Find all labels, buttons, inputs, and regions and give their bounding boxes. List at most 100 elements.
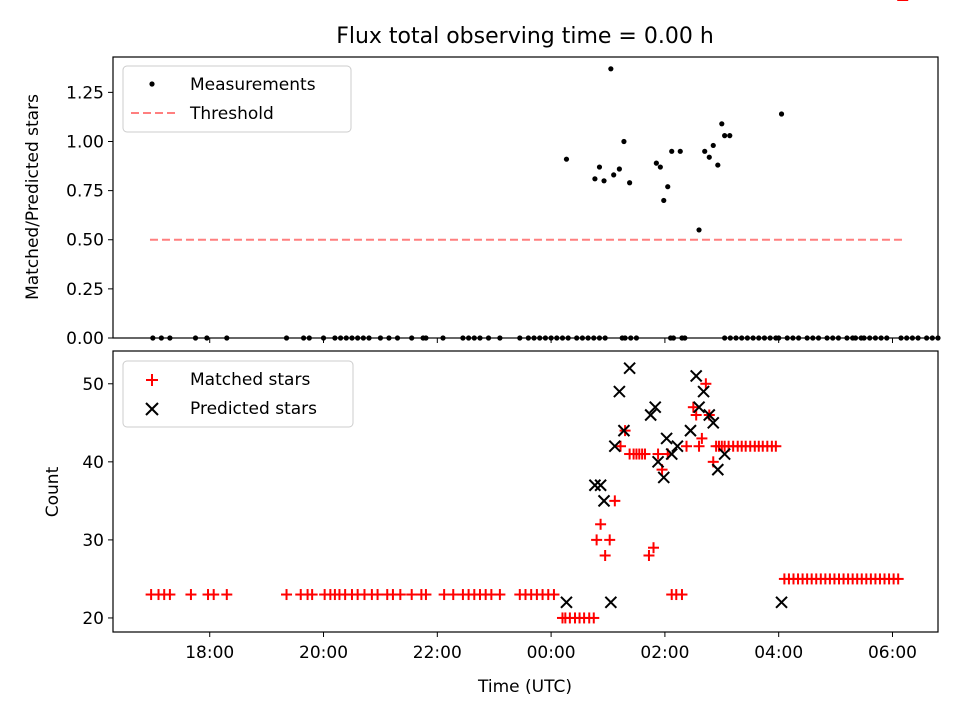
predicted-star-point [594,479,607,492]
measurement-point [657,164,663,170]
measurement-point [611,172,617,178]
predicted-star-point [608,440,622,453]
xtick-label: 18:00 [185,643,234,663]
top-legend-box [122,65,352,133]
ytick-label: 20 [82,609,104,629]
measurement-point [719,121,725,127]
matched-star-point [643,550,655,562]
bottom-panel: 20 30 40 50 18:00 20:00 22:00 00:00 02:00 04:00 06… [43,0,939,697]
top-legend: Measurements Threshold [122,65,352,133]
matched-star-point [221,589,233,601]
legend-matched-label: Matched stars [190,370,310,390]
predicted-star-point [684,424,697,437]
matched-star-point [281,589,293,601]
matched-star-point [639,448,651,460]
measurement-point [601,178,607,184]
measurement-point [727,133,733,139]
ytick-label: 30 [82,531,104,551]
xtick-label: 04:00 [754,643,803,663]
legend-predicted-marker [145,402,159,416]
matched-star-point [306,589,318,601]
measurement-point [616,166,622,172]
matched-star-point [164,589,176,601]
ytick-label: 0.00 [66,329,104,349]
predicted-star-point [657,471,670,484]
matched-star-point [185,589,197,601]
top-panel: 0.00 0.25 0.50 0.75 1.00 1.25 Matched/Predict… [23,56,941,349]
predicted-star-point [660,432,673,445]
bottom-axes-frame [112,350,939,633]
measurement-point [677,148,683,154]
ytick-label: 0.75 [66,182,104,202]
predicted-star-point [588,479,602,492]
ytick-label: 1.00 [66,132,104,152]
matched-star-point [700,378,712,390]
measurement-point [608,66,614,72]
legend-measurements-marker [149,81,155,87]
ytick-label: 0.50 [66,231,104,251]
matched-star-point [615,440,627,452]
predicted-star-point [644,408,657,422]
measurement-point [621,138,627,145]
measurement-point [696,227,702,233]
measurement-point [563,156,570,162]
predicted-star-point [775,596,788,609]
matched-star-point [447,589,459,601]
bottom-ylabel: Count [43,466,63,517]
matched-star-point [648,542,660,554]
measurement-point [627,180,633,186]
bottom-legend-box [122,360,354,428]
predicted-star-point [697,385,710,398]
xtick-label: 02:00 [640,643,689,663]
predicted-star-point [707,416,720,430]
measurement-point [653,160,659,166]
ytick-label: 40 [82,453,104,473]
predicted-star-point [597,494,611,508]
matched-star-point [687,401,699,413]
predicted-star-point [665,447,678,461]
xtick-label: 20:00 [299,643,348,663]
predicted-star-point [560,596,573,609]
matched-star-point [208,589,220,601]
predicted-star-point [711,463,725,476]
predicted-star-point [671,440,684,453]
predicted-star-point [651,455,665,469]
measurement-point [665,184,671,190]
matched-star-point [372,589,384,601]
matched-star-point [595,518,607,530]
chart-title: Flux total observing time = 0.00 h [336,24,714,49]
matched-star-point [696,432,708,444]
matched-star-point [652,448,664,460]
legend-matched-marker [146,374,158,386]
predicted-star-point [703,408,716,422]
measurement-point [722,133,728,139]
matched-star-point [604,534,616,546]
matched-star-point [693,440,705,452]
predicted-star-point [692,400,706,414]
predicted-star-point [617,424,631,437]
top-ylabel: Matched/Predicted stars [23,94,43,300]
matched-star-point [420,589,432,601]
measurement-point [669,148,675,154]
predicted-star-point [689,369,703,383]
legend-threshold-label: Threshold [189,104,274,124]
xtick-label: 22:00 [413,643,462,663]
ytick-label: 50 [82,375,104,395]
measurement-point [710,142,716,149]
matched-star-point [548,589,560,601]
measurement-point [706,154,712,160]
matched-star-point [588,612,600,624]
matched-star-point [599,550,611,562]
legend-measurements-label: Measurements [190,75,316,95]
measurement-point [596,164,603,170]
matched-star-point [681,440,693,452]
xtick-label: 06:00 [868,643,917,663]
ytick-label: 1.25 [66,83,104,103]
matched-star-point [676,589,688,601]
measurement-point [592,176,598,182]
matched-star-point [494,589,506,601]
ytick-label: 0.25 [66,280,104,300]
matched-star-point [770,440,782,452]
bottom-legend: Matched stars Predicted stars [122,360,354,428]
predicted-star-point [613,385,626,398]
